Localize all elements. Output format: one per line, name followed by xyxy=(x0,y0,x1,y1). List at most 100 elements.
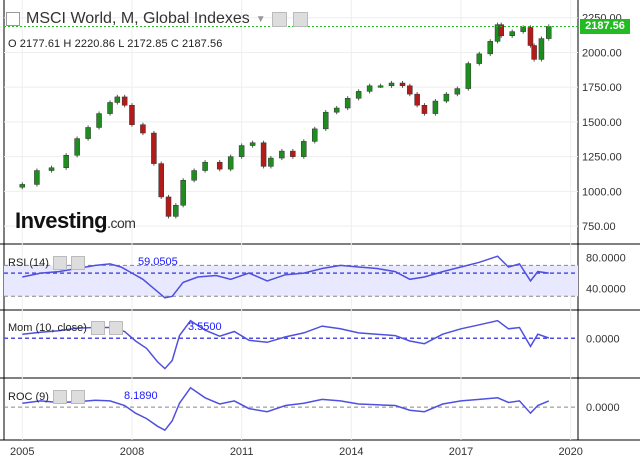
gear-icon[interactable] xyxy=(70,390,85,404)
candle-body xyxy=(366,85,373,92)
eye-icon[interactable] xyxy=(90,321,105,335)
eye-icon[interactable] xyxy=(52,256,67,270)
candle-body xyxy=(546,26,552,39)
x-tick-label: 2020 xyxy=(558,446,582,458)
x-tick-label: 2017 xyxy=(449,446,473,458)
candle-body xyxy=(63,155,69,169)
candle-body xyxy=(268,157,274,167)
candle-body xyxy=(333,107,340,113)
y-tick-label: 2000.00 xyxy=(582,47,622,59)
rsi-band xyxy=(4,265,578,297)
candle-body xyxy=(140,124,146,134)
candle-body xyxy=(377,85,384,88)
candle-body xyxy=(158,163,164,198)
logo-domain: .com xyxy=(107,215,136,231)
indicator-line xyxy=(22,319,550,370)
candle-body xyxy=(151,132,157,164)
candle-body xyxy=(34,170,40,185)
candle-body xyxy=(527,27,534,46)
candle-body xyxy=(165,196,172,217)
candle-body xyxy=(279,150,285,159)
eye-icon[interactable] xyxy=(271,11,287,27)
candle-body xyxy=(114,96,121,103)
indicator-y-tick-label: 0.0000 xyxy=(586,333,620,345)
y-tick-label: 1250.00 xyxy=(582,152,622,164)
candle-body xyxy=(531,45,537,60)
indicator-line xyxy=(22,386,550,432)
last-price-tag: 2187.56 xyxy=(580,19,630,35)
chevron-down-icon[interactable]: ▼ xyxy=(255,13,266,25)
candle-body xyxy=(96,113,102,128)
candle-body xyxy=(19,184,26,188)
candle-body xyxy=(301,141,307,157)
gear-icon[interactable] xyxy=(292,11,308,27)
rsi-name: RSI (14) xyxy=(8,257,49,269)
candle-body xyxy=(388,82,395,87)
candle-body xyxy=(322,111,329,130)
candle-body xyxy=(538,38,545,60)
y-tick-label: 1500.00 xyxy=(582,117,622,129)
candle-body xyxy=(407,85,413,95)
candle-body xyxy=(129,104,135,125)
mom-label: Mom (10, close) xyxy=(8,321,123,335)
gear-icon[interactable] xyxy=(70,256,85,270)
candle-body xyxy=(227,156,234,170)
indicator-line xyxy=(22,255,549,299)
candle-body xyxy=(202,161,208,171)
collapse-icon[interactable] xyxy=(6,12,20,26)
rsi-value: 59.0505 xyxy=(138,256,178,268)
candle-body xyxy=(443,93,450,102)
roc-label: ROC (9) xyxy=(8,390,85,404)
ohlc-readout: O 2177.61 H 2220.86 L 2172.85 C 2187.56 xyxy=(8,38,223,50)
candle-body xyxy=(509,31,515,37)
candle-body xyxy=(498,24,504,37)
candle-body xyxy=(465,63,472,89)
x-tick-label: 2005 xyxy=(10,446,34,458)
chart-header: MSCI World, M, Global Indexes ▼ xyxy=(6,10,308,28)
candle-body xyxy=(121,96,128,106)
candle-body xyxy=(432,100,439,114)
candle-body xyxy=(344,98,351,109)
indicator-y-tick-label: 0.0000 xyxy=(586,402,620,414)
candle-body xyxy=(173,205,179,217)
candle-body xyxy=(107,102,113,114)
x-tick-label: 2014 xyxy=(339,446,363,458)
candle-body xyxy=(520,27,526,32)
investing-logo: Investing.com xyxy=(15,208,136,234)
eye-icon[interactable] xyxy=(52,390,67,404)
indicator-y-tick-label: 80.0000 xyxy=(586,253,626,265)
candle-body xyxy=(355,91,362,99)
candle-body xyxy=(414,93,420,106)
candle-body xyxy=(476,53,483,64)
candle-body xyxy=(191,170,197,181)
rsi-label: RSI (14) xyxy=(8,256,85,270)
candle-body xyxy=(48,167,55,171)
candle-body xyxy=(74,138,80,156)
candle-body xyxy=(312,128,318,142)
x-tick-label: 2011 xyxy=(230,446,254,458)
candle-body xyxy=(421,104,428,114)
y-tick-label: 1750.00 xyxy=(582,82,622,94)
mom-name: Mom (10, close) xyxy=(8,322,87,334)
candle-body xyxy=(216,161,223,170)
indicator-y-tick-label: 40.0000 xyxy=(586,284,626,296)
logo-brand: Investing xyxy=(15,208,108,233)
candle-body xyxy=(290,150,296,157)
roc-value: 8.1890 xyxy=(124,390,158,402)
candle-body xyxy=(180,180,186,206)
roc-name: ROC (9) xyxy=(8,391,49,403)
candle-body xyxy=(249,142,256,146)
candle-body xyxy=(487,41,494,55)
candle-body xyxy=(85,127,91,139)
y-tick-label: 750.00 xyxy=(582,221,616,233)
candle-body xyxy=(399,82,406,87)
gear-icon[interactable] xyxy=(108,321,123,335)
candle-body xyxy=(260,142,267,167)
y-tick-label: 1000.00 xyxy=(582,186,622,198)
x-tick-label: 2008 xyxy=(120,446,144,458)
candle-body xyxy=(238,145,245,157)
mom-value: 3.5500 xyxy=(188,321,222,333)
chart-title: MSCI World, M, Global Indexes xyxy=(26,10,250,27)
candle-body xyxy=(454,88,461,95)
